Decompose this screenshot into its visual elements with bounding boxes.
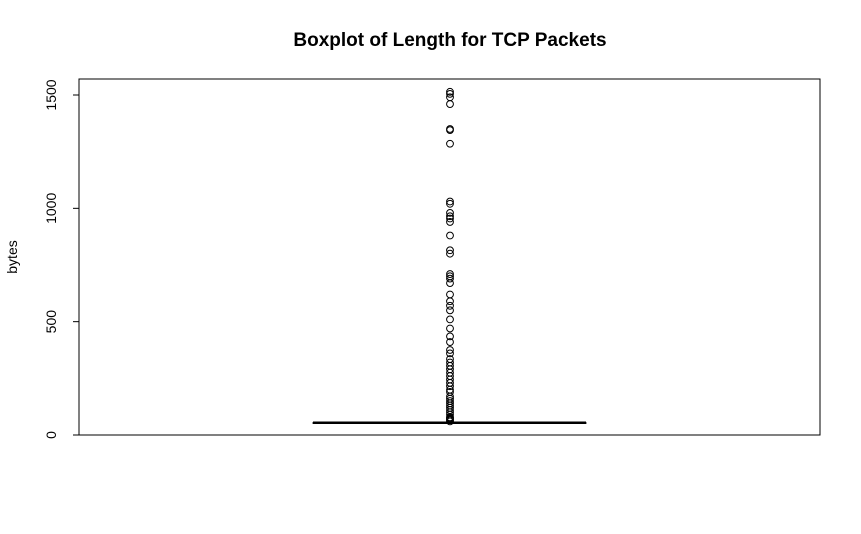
outlier-point bbox=[446, 270, 454, 278]
outlier-point bbox=[446, 349, 454, 358]
outlier-point bbox=[446, 301, 454, 310]
y-tick-label: 1500 bbox=[43, 79, 59, 110]
outlier-point bbox=[446, 388, 454, 396]
plot-frame bbox=[78, 78, 821, 436]
outlier-point bbox=[446, 290, 454, 299]
outlier-point bbox=[446, 274, 454, 283]
outlier-point bbox=[446, 208, 454, 217]
outlier-point bbox=[446, 87, 454, 96]
outlier-point bbox=[446, 355, 454, 363]
outlier-point bbox=[446, 100, 454, 108]
outliers bbox=[446, 87, 454, 426]
outlier-point bbox=[446, 125, 454, 133]
outlier-point bbox=[446, 231, 454, 240]
outlier-point bbox=[446, 324, 454, 333]
y-axis-label: bytes bbox=[4, 240, 20, 273]
outlier-point bbox=[446, 358, 454, 367]
outlier-point bbox=[446, 306, 454, 315]
outlier-point bbox=[446, 346, 454, 354]
y-tick-label: 500 bbox=[43, 310, 59, 334]
outlier-point bbox=[446, 249, 454, 258]
outlier-point bbox=[446, 89, 454, 98]
y-axis: 0 500 1000 1500 bbox=[43, 79, 79, 439]
outlier-point bbox=[446, 338, 454, 346]
outlier-point bbox=[446, 212, 454, 221]
outlier-point bbox=[446, 397, 454, 405]
chart-title: Boxplot of Length for TCP Packets bbox=[293, 30, 606, 51]
outlier-point bbox=[446, 139, 454, 148]
outlier-point bbox=[446, 246, 454, 255]
outlier-point bbox=[446, 199, 454, 208]
outlier-point bbox=[446, 272, 454, 281]
outlier-point bbox=[446, 315, 454, 324]
y-tick-label: 1000 bbox=[43, 193, 59, 224]
y-tick-label: 0 bbox=[43, 431, 59, 439]
outlier-point bbox=[446, 93, 454, 102]
outlier-point bbox=[446, 218, 454, 226]
outlier-point bbox=[446, 214, 454, 223]
outlier-point bbox=[446, 197, 454, 206]
outlier-point bbox=[446, 297, 454, 306]
outlier-point bbox=[446, 332, 454, 341]
